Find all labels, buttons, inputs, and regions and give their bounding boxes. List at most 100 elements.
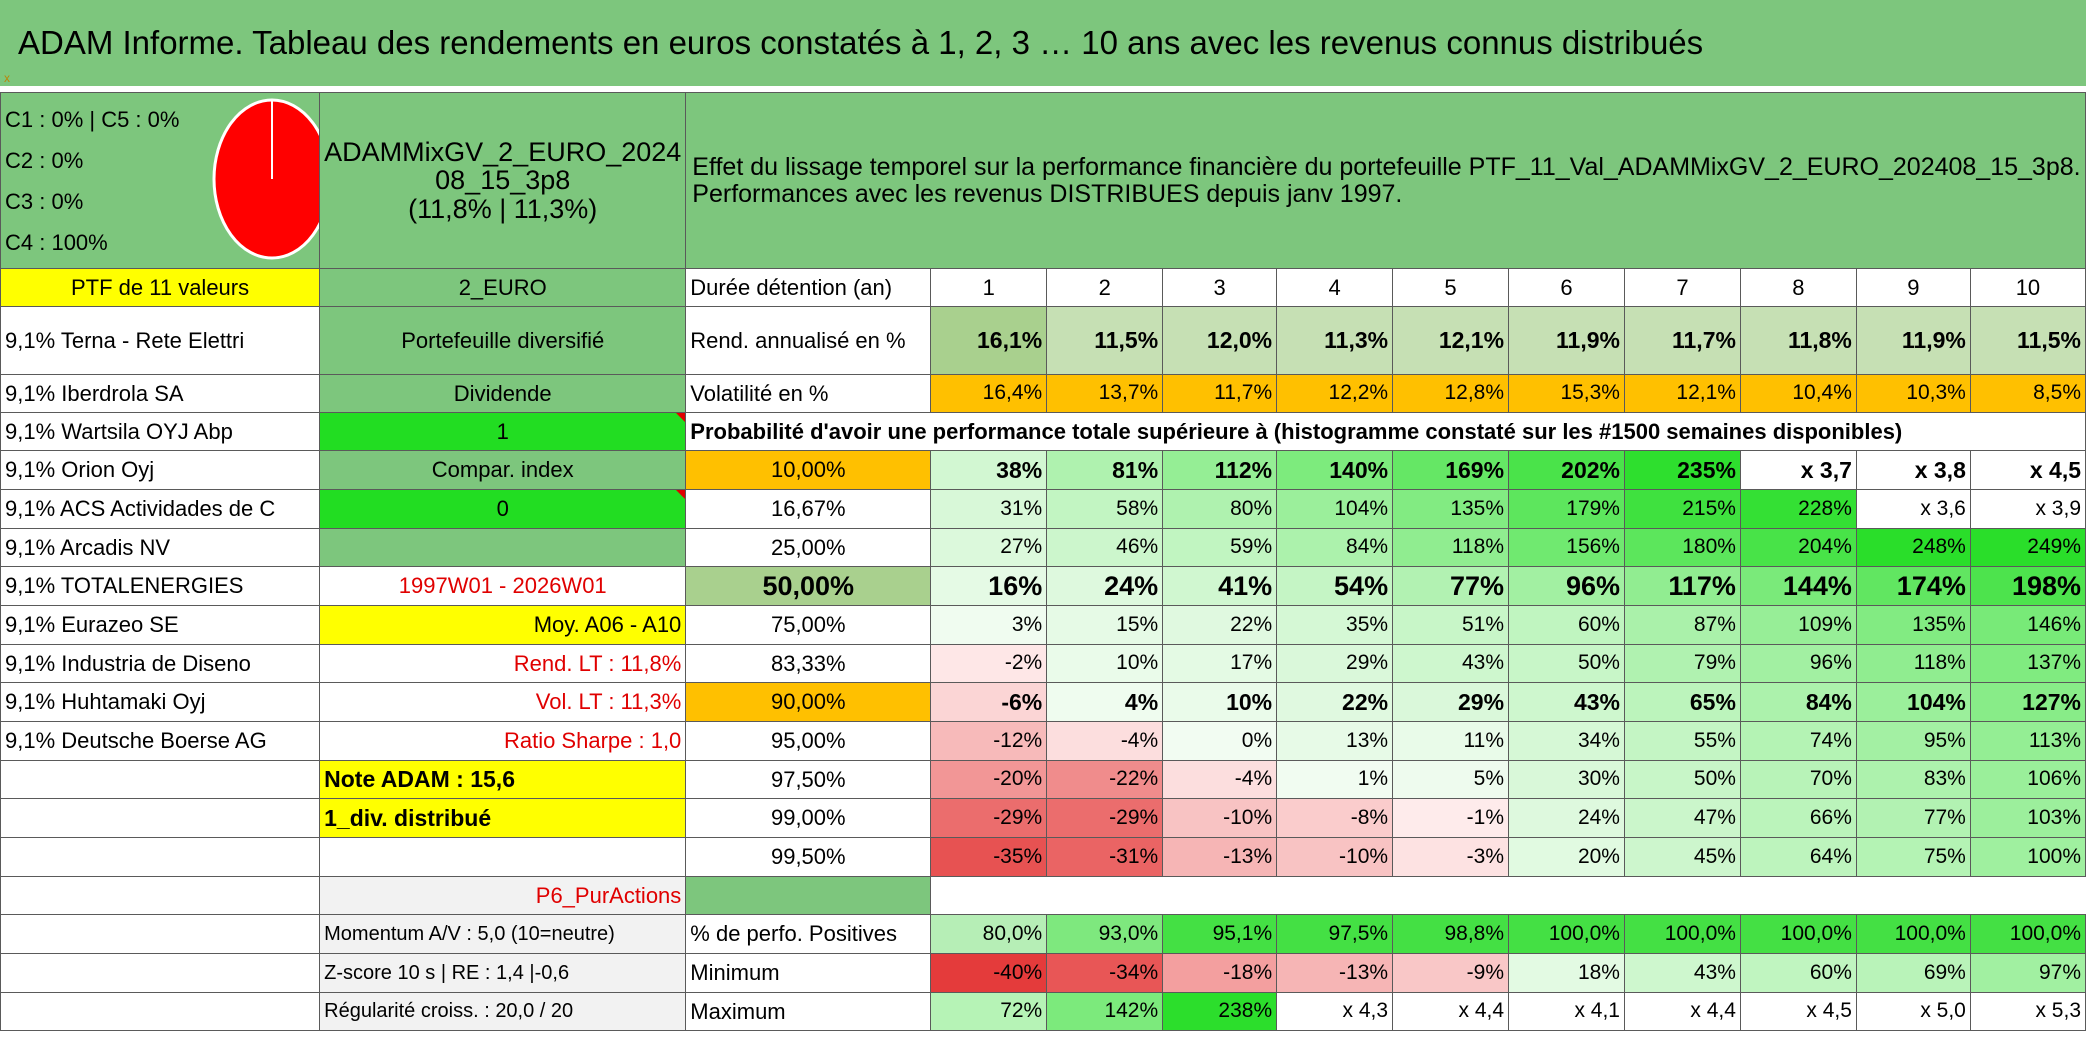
holding-item: 9,1% Industria de Diseno bbox=[0, 644, 321, 683]
report-title: ADAM Informe. Tableau des rendements en … bbox=[18, 24, 1704, 61]
ptf-count-label: PTF de 11 valeurs bbox=[0, 268, 321, 307]
positive-value: 95,1% bbox=[1162, 914, 1278, 954]
volatility-value: 16,4% bbox=[930, 374, 1048, 413]
probability-value: -3% bbox=[1392, 837, 1510, 877]
portfolio-type: Portefeuille diversifié bbox=[319, 306, 687, 375]
probability-value: 84% bbox=[1276, 528, 1394, 567]
probability-value: 249% bbox=[1969, 528, 2086, 567]
volatility-value: 10,3% bbox=[1855, 374, 1971, 413]
probability-threshold: 99,50% bbox=[685, 837, 932, 877]
average-label: Moy. A06 - A10 bbox=[319, 605, 687, 645]
probability-value: x 3,7 bbox=[1739, 450, 1857, 490]
probability-value: 35% bbox=[1276, 605, 1394, 645]
probability-value: 43% bbox=[1508, 682, 1625, 722]
grid-row: 9,1% Terna - Rete Elettri Portefeuille di… bbox=[0, 306, 2086, 375]
probability-value: 96% bbox=[1739, 644, 1857, 683]
portfolio-name-block: ADAMMixGV_2_EURO_2024 08_15_3p8 (11,8% | 1… bbox=[319, 92, 687, 269]
probability-value: 0% bbox=[1162, 721, 1278, 761]
holding-item: 9,1% ACS Actividades de C bbox=[0, 489, 321, 529]
probability-value: 11% bbox=[1392, 721, 1510, 761]
maximum-value: 238% bbox=[1162, 992, 1278, 1031]
probability-value: 22% bbox=[1276, 682, 1394, 722]
probability-threshold: 83,33% bbox=[685, 644, 932, 683]
grid-row: PTF de 11 valeurs 2_EURO Durée détention (… bbox=[0, 268, 2086, 307]
year-header: 2 bbox=[1046, 268, 1164, 307]
probability-threshold: 25,00% bbox=[685, 528, 932, 567]
minimum-value: -9% bbox=[1392, 953, 1510, 993]
probability-value: 34% bbox=[1508, 721, 1625, 761]
probability-value: 41% bbox=[1162, 566, 1278, 606]
annual-return-value: 16,1% bbox=[930, 306, 1048, 375]
probability-value: 47% bbox=[1623, 798, 1741, 838]
holding-item: 9,1% Huhtamaki Oyj bbox=[0, 682, 321, 722]
probability-value: 104% bbox=[1855, 682, 1971, 722]
probability-value: -4% bbox=[1162, 760, 1278, 799]
long-term-return: Rend. LT : 11,8% bbox=[319, 644, 687, 683]
grid-row: Momentum A/V : 5,0 (10=neutre)% de perfo… bbox=[0, 914, 2086, 954]
probability-value: 137% bbox=[1969, 644, 2086, 683]
dividend-distribution: 1_div. distribué bbox=[319, 798, 687, 838]
year-header: 8 bbox=[1739, 268, 1857, 307]
probability-value: 70% bbox=[1739, 760, 1857, 799]
description-line: Effet du lissage temporel sur la perform… bbox=[692, 153, 2081, 182]
year-header: 1 bbox=[930, 268, 1048, 307]
maximum-value: x 4,4 bbox=[1623, 992, 1741, 1031]
probability-value: -6% bbox=[930, 682, 1048, 722]
probability-value: 235% bbox=[1623, 450, 1741, 490]
probability-value: -22% bbox=[1046, 760, 1164, 799]
probability-threshold: 95,00% bbox=[685, 721, 932, 761]
probability-value: 146% bbox=[1969, 605, 2086, 645]
holding-item: 9,1% Orion Oyj bbox=[0, 450, 321, 490]
probability-value: 109% bbox=[1739, 605, 1857, 645]
category-label: P6_PurActions bbox=[319, 876, 687, 915]
compar-value: 0 bbox=[319, 489, 687, 529]
volatility-label: Volatilité en % bbox=[685, 374, 932, 413]
year-header: 9 bbox=[1855, 268, 1971, 307]
empty-cell bbox=[319, 528, 687, 567]
grid-row: 9,1% Deutsche Boerse AG Ratio Sharpe : 1,… bbox=[0, 721, 2086, 761]
portfolio-name-line: 08_15_3p8 bbox=[435, 165, 571, 196]
allocation-pie-chart bbox=[212, 98, 319, 260]
probability-value: 103% bbox=[1969, 798, 2086, 838]
allocation-line: C1 : 0% | C5 : 0% bbox=[5, 107, 180, 132]
probability-value: -31% bbox=[1046, 837, 1164, 877]
zscore-label: Z-score 10 s | RE : 1,4 |-0,6 bbox=[319, 953, 687, 993]
probability-value: -10% bbox=[1162, 798, 1278, 838]
probability-value: 46% bbox=[1046, 528, 1164, 567]
probability-value: x 3,8 bbox=[1855, 450, 1971, 490]
probability-value: 27% bbox=[930, 528, 1048, 567]
maximum-value: x 5,3 bbox=[1969, 992, 2086, 1031]
minimum-value: -13% bbox=[1276, 953, 1394, 993]
probability-value: -35% bbox=[930, 837, 1048, 877]
volatility-value: 10,4% bbox=[1739, 374, 1857, 413]
grid-row: 9,1% Wartsila OYJ Abp 1 Probabilité d'avoi… bbox=[0, 412, 2086, 451]
probability-value: -29% bbox=[930, 798, 1048, 838]
dividend-value: 1 bbox=[319, 412, 687, 451]
probability-value: -8% bbox=[1276, 798, 1394, 838]
probability-value: -12% bbox=[930, 721, 1048, 761]
volatility-value: 13,7% bbox=[1046, 374, 1164, 413]
grid-row: 9,1% Orion Oyj Compar. index 10,00% 38% 81% 1… bbox=[0, 450, 2086, 490]
probability-value: 174% bbox=[1855, 566, 1971, 606]
probability-value: 10% bbox=[1046, 644, 1164, 683]
probability-value: 29% bbox=[1392, 682, 1510, 722]
probability-value: 31% bbox=[930, 489, 1048, 529]
probability-value: 24% bbox=[1508, 798, 1625, 838]
volatility-value: 15,3% bbox=[1508, 374, 1625, 413]
probability-value: 13% bbox=[1276, 721, 1394, 761]
probability-value: 10% bbox=[1162, 682, 1278, 722]
probability-value: 100% bbox=[1969, 837, 2086, 877]
probability-value: 112% bbox=[1162, 450, 1278, 490]
volatility-value: 11,7% bbox=[1162, 374, 1278, 413]
allocation-panel: C1 : 0% | C5 : 0% C2 : 0% C3 : 0% C4 : 100% bbox=[0, 92, 321, 269]
probability-value: -1% bbox=[1392, 798, 1510, 838]
probability-value: 198% bbox=[1969, 566, 2086, 606]
grid-row: C1 : 0% | C5 : 0% C2 : 0% C3 : 0% C4 : 100%… bbox=[0, 92, 2086, 269]
description-line: Performances avec les revenus DISTRIBUES… bbox=[692, 179, 1403, 208]
empty-cell bbox=[319, 837, 687, 877]
grid-row: 9,1% ACS Actividades de C 0 16,67% 31% 58% 80… bbox=[0, 489, 2086, 529]
probability-value: -10% bbox=[1276, 837, 1394, 877]
positive-value: 80,0% bbox=[930, 914, 1048, 954]
holding-item bbox=[0, 798, 321, 838]
empty-cell bbox=[931, 877, 2086, 915]
